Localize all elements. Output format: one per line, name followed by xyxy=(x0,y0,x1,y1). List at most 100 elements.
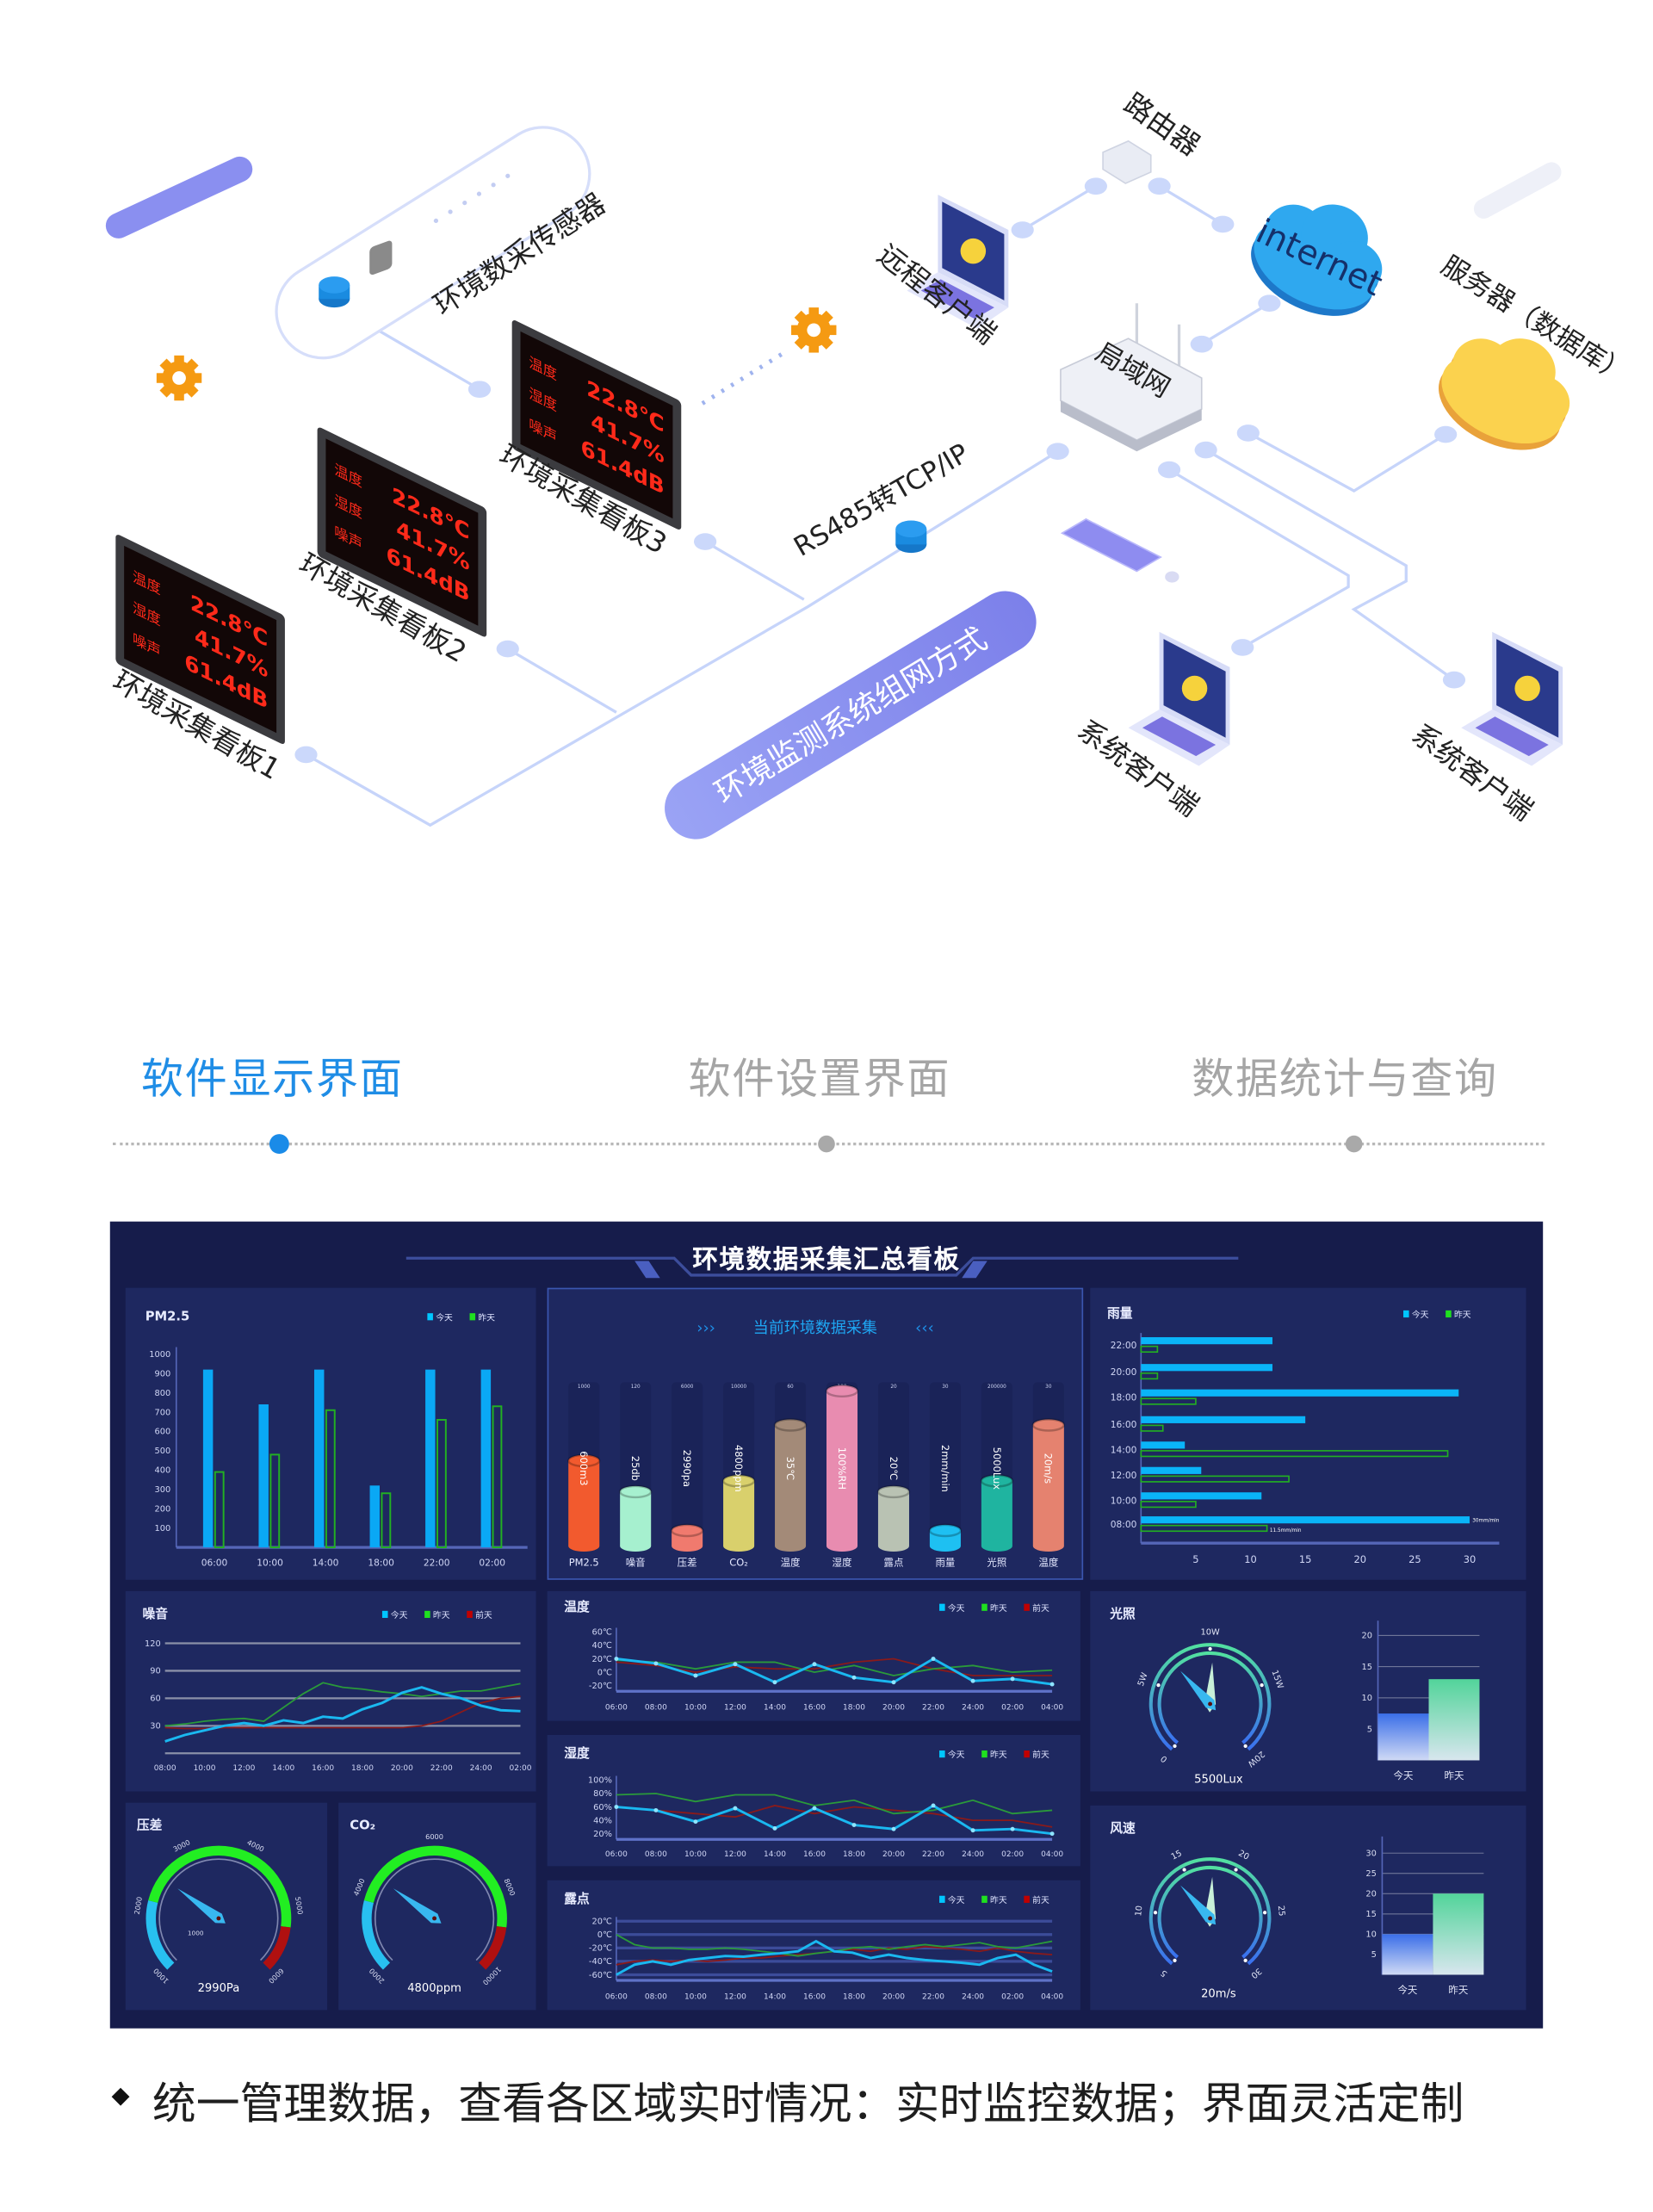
legend-swatch xyxy=(1446,1310,1452,1318)
y-tick-label: -20℃ xyxy=(589,1682,612,1691)
needle-pivot xyxy=(1208,1701,1213,1707)
connection-node xyxy=(1157,461,1181,479)
dot xyxy=(505,173,511,178)
data-point xyxy=(1049,1682,1055,1687)
cylinder-value-label: 5000Lux xyxy=(991,1447,1003,1490)
y-tick-label: 1000 xyxy=(149,1350,170,1360)
legend-swatch xyxy=(469,1313,476,1321)
gauge-needle xyxy=(393,1888,442,1924)
tab-settings[interactable]: 软件设置界面 xyxy=(688,1055,951,1105)
gauge-arc-high xyxy=(478,1925,507,1970)
cylinder-value-label: 2990pa xyxy=(681,1450,693,1487)
keyboard-icon xyxy=(1060,517,1162,573)
panel-title: CO₂ xyxy=(350,1819,375,1833)
y-tick-label: 20 xyxy=(1365,1890,1377,1899)
panel-title: 噪音 xyxy=(142,1606,168,1621)
bar-yesterday xyxy=(1140,1524,1268,1533)
laptop-keyboard xyxy=(920,279,994,319)
bar-yesterday xyxy=(1433,1893,1484,1975)
tab-statistics[interactable]: 数据统计与查询 xyxy=(1192,1055,1498,1105)
cylinder-max-label: 30 xyxy=(942,1385,949,1390)
light-panel: 光照 0 5W 10W 15W 20W 5500Lux 5 10 15 20 今天 昨天 xyxy=(1090,1590,1526,1792)
cylinder-track xyxy=(929,1382,961,1546)
legend-label: 前天 xyxy=(1032,1602,1049,1614)
pm25-panel: PM2.5 今天 昨天 100 200 300 400 500 600 700 800 900 1000… xyxy=(125,1287,536,1580)
connection-node xyxy=(1258,294,1281,313)
play-icon xyxy=(1181,675,1208,702)
tab-indicator-active[interactable] xyxy=(269,1134,289,1155)
gauge-needle xyxy=(1180,1885,1217,1925)
y-tick-label: 20℃ xyxy=(591,1918,612,1927)
converter-label: RS485转TCP/IP xyxy=(789,438,974,563)
x-tick-label: 今天 xyxy=(1397,1984,1417,1996)
connection-line xyxy=(1021,184,1097,232)
legend-label: 昨天 xyxy=(990,1895,1007,1905)
cylinder-value-label: 20℃ xyxy=(888,1457,900,1481)
router-icon xyxy=(1102,139,1152,184)
data-point xyxy=(970,1678,975,1683)
decorative-bar xyxy=(1473,162,1562,219)
gauge-tick-label: 5 xyxy=(1159,1967,1169,1978)
converter-icon xyxy=(895,520,927,538)
tab-display[interactable]: 软件显示界面 xyxy=(140,1055,404,1105)
network-title-pill: 环境监测系统组网方式 xyxy=(665,591,1037,840)
gauge-tick xyxy=(1234,1868,1238,1872)
gauge-tick xyxy=(1262,1911,1267,1915)
x-tick-label: 昨天 xyxy=(1448,1984,1468,1996)
legend-label: 昨天 xyxy=(1454,1310,1471,1320)
connection-node xyxy=(1046,443,1069,461)
gauge-tick-label: 0 xyxy=(1159,1753,1169,1763)
connection-line xyxy=(305,449,1059,827)
y-tick-label: 10 xyxy=(1361,1694,1372,1703)
legend-swatch xyxy=(939,1895,945,1903)
x-tick-label: 20 xyxy=(1353,1553,1366,1565)
cylinder-top xyxy=(825,1384,859,1398)
bar-yesterday xyxy=(1140,1450,1449,1458)
y-tick-label: 300 xyxy=(154,1485,170,1495)
cylinder-top xyxy=(773,1418,808,1432)
cylinder-category-label: 压差 xyxy=(678,1556,697,1568)
bar-today xyxy=(1141,1516,1470,1524)
x-tick-label: 04:00 xyxy=(1041,1992,1063,2001)
cylinder-track xyxy=(672,1382,703,1546)
connection-line xyxy=(704,540,805,601)
gauge-tick-label: 25 xyxy=(1276,1905,1286,1918)
chevrons-right-icon: ››› xyxy=(696,1319,715,1337)
x-tick-label: 10 xyxy=(1244,1553,1257,1565)
bar-today xyxy=(480,1369,492,1548)
connection-node xyxy=(1148,177,1171,195)
cylinder-top xyxy=(566,1453,601,1468)
bar-yesterday xyxy=(1140,1501,1197,1509)
x-tick-label: 15 xyxy=(1299,1553,1312,1565)
dot xyxy=(476,191,482,196)
bar-today xyxy=(1141,1416,1306,1423)
legend-swatch xyxy=(1024,1750,1030,1758)
x-tick-label: 14:00 xyxy=(764,1850,786,1859)
tab-indicator[interactable] xyxy=(1345,1135,1363,1153)
y-tick-label: 600 xyxy=(154,1428,170,1437)
x-tick-label: 今天 xyxy=(1394,1769,1414,1781)
gauge-inner-label: 1000 xyxy=(188,1930,204,1937)
cylinder-category-label: PM2.5 xyxy=(569,1556,599,1568)
cylinder-max-label: 10000 xyxy=(731,1385,747,1390)
gauge-arc-normal xyxy=(363,1845,507,1928)
data-point xyxy=(1010,1676,1015,1682)
data-point xyxy=(812,1662,817,1667)
current-data-title: 当前环境数据采集 xyxy=(753,1319,877,1337)
y-tick-label: 200 xyxy=(154,1504,170,1514)
cylinder-bottom xyxy=(723,1540,755,1552)
cloud-part xyxy=(1326,241,1383,294)
tab-indicator[interactable] xyxy=(818,1135,835,1153)
legend-label: 前天 xyxy=(475,1609,492,1620)
bar-yesterday xyxy=(214,1471,225,1549)
gauge-arc-high xyxy=(263,1925,291,1970)
y-tick-label: 15 xyxy=(1365,1910,1377,1919)
x-tick-label: 5 xyxy=(1192,1553,1198,1565)
data-point xyxy=(733,1662,738,1667)
x-tick-label: 06:00 xyxy=(201,1557,228,1568)
x-tick-label: 04:00 xyxy=(1041,1703,1063,1712)
gauge-tick xyxy=(1243,1744,1247,1749)
needle-pivot xyxy=(216,1916,221,1921)
x-tick-label: 24:00 xyxy=(962,1992,984,2001)
